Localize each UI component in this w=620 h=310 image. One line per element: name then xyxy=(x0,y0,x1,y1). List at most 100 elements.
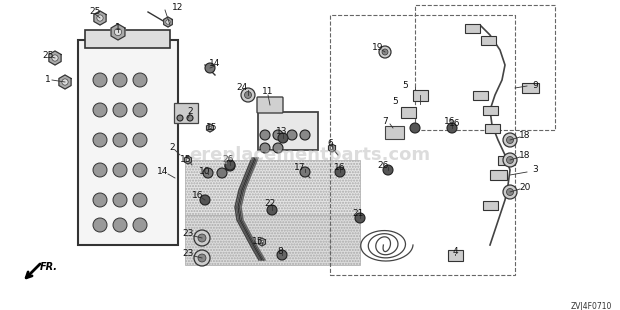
Polygon shape xyxy=(259,238,265,246)
Text: 25: 25 xyxy=(42,51,54,60)
Circle shape xyxy=(93,163,107,177)
Circle shape xyxy=(133,103,147,117)
Bar xyxy=(185,215,360,265)
Polygon shape xyxy=(94,11,106,25)
Circle shape xyxy=(273,143,283,153)
FancyBboxPatch shape xyxy=(480,36,495,45)
Text: 16: 16 xyxy=(334,162,346,171)
Circle shape xyxy=(203,168,213,178)
Circle shape xyxy=(187,115,193,121)
Circle shape xyxy=(273,130,283,140)
Circle shape xyxy=(335,167,345,177)
Text: 22: 22 xyxy=(264,200,276,209)
Circle shape xyxy=(507,157,513,163)
Text: 16: 16 xyxy=(450,118,461,127)
Circle shape xyxy=(267,205,277,215)
Text: 5: 5 xyxy=(402,81,408,90)
Circle shape xyxy=(97,15,103,21)
Circle shape xyxy=(383,165,393,175)
Circle shape xyxy=(133,218,147,232)
Text: 9: 9 xyxy=(532,81,538,90)
FancyBboxPatch shape xyxy=(257,97,283,113)
Circle shape xyxy=(194,250,210,266)
FancyBboxPatch shape xyxy=(464,24,479,33)
Text: 17: 17 xyxy=(294,162,306,171)
Circle shape xyxy=(113,103,127,117)
Circle shape xyxy=(200,195,210,205)
Circle shape xyxy=(198,234,206,242)
FancyBboxPatch shape xyxy=(482,201,497,210)
Circle shape xyxy=(115,29,122,36)
Circle shape xyxy=(133,163,147,177)
Circle shape xyxy=(133,193,147,207)
Text: 16: 16 xyxy=(192,192,204,201)
Polygon shape xyxy=(59,75,71,89)
Circle shape xyxy=(225,160,235,170)
Circle shape xyxy=(93,133,107,147)
Bar xyxy=(185,160,360,215)
Circle shape xyxy=(113,133,127,147)
Polygon shape xyxy=(185,156,192,164)
FancyBboxPatch shape xyxy=(490,170,507,180)
FancyBboxPatch shape xyxy=(174,103,198,123)
FancyBboxPatch shape xyxy=(85,30,170,48)
Circle shape xyxy=(507,136,513,144)
FancyBboxPatch shape xyxy=(482,105,497,114)
FancyBboxPatch shape xyxy=(448,250,463,260)
Text: 6: 6 xyxy=(327,139,333,148)
Polygon shape xyxy=(329,144,335,152)
FancyBboxPatch shape xyxy=(472,91,487,100)
Circle shape xyxy=(166,20,171,24)
Text: ZVJ4F0710: ZVJ4F0710 xyxy=(570,302,612,310)
Circle shape xyxy=(194,230,210,246)
Circle shape xyxy=(503,133,517,147)
Text: 3: 3 xyxy=(532,166,538,175)
Circle shape xyxy=(217,168,227,178)
Circle shape xyxy=(241,88,255,102)
Text: 15: 15 xyxy=(180,156,192,165)
Circle shape xyxy=(382,49,388,55)
FancyBboxPatch shape xyxy=(412,90,428,100)
Text: 26: 26 xyxy=(378,161,389,170)
FancyBboxPatch shape xyxy=(497,156,513,165)
Circle shape xyxy=(300,130,310,140)
Circle shape xyxy=(93,193,107,207)
Circle shape xyxy=(113,163,127,177)
Text: 24: 24 xyxy=(236,83,247,92)
Circle shape xyxy=(277,250,287,260)
Polygon shape xyxy=(164,17,172,27)
FancyBboxPatch shape xyxy=(78,40,178,245)
Text: 13: 13 xyxy=(277,127,288,136)
Circle shape xyxy=(503,185,517,199)
Text: 18: 18 xyxy=(520,150,531,160)
Circle shape xyxy=(113,218,127,232)
Text: 12: 12 xyxy=(172,3,184,12)
Text: 7: 7 xyxy=(382,117,388,126)
Circle shape xyxy=(330,146,334,150)
FancyBboxPatch shape xyxy=(258,112,318,150)
FancyBboxPatch shape xyxy=(484,123,500,132)
Circle shape xyxy=(300,167,310,177)
Circle shape xyxy=(52,55,58,61)
Circle shape xyxy=(208,126,212,130)
FancyBboxPatch shape xyxy=(521,83,539,93)
Text: 18: 18 xyxy=(520,131,531,140)
Polygon shape xyxy=(49,51,61,65)
Text: 10: 10 xyxy=(199,167,211,176)
Text: 2: 2 xyxy=(169,144,175,153)
Circle shape xyxy=(186,158,190,162)
Circle shape xyxy=(287,130,297,140)
Circle shape xyxy=(177,115,183,121)
Circle shape xyxy=(244,91,252,99)
Text: 1: 1 xyxy=(115,24,121,33)
Circle shape xyxy=(93,218,107,232)
Circle shape xyxy=(379,46,391,58)
Circle shape xyxy=(503,153,517,167)
Text: 15: 15 xyxy=(206,123,218,132)
Text: ereplacementparts.com: ereplacementparts.com xyxy=(190,146,430,164)
Circle shape xyxy=(133,73,147,87)
Text: 16: 16 xyxy=(445,117,456,126)
Circle shape xyxy=(447,123,457,133)
Circle shape xyxy=(410,123,420,133)
Text: 21: 21 xyxy=(352,209,364,218)
